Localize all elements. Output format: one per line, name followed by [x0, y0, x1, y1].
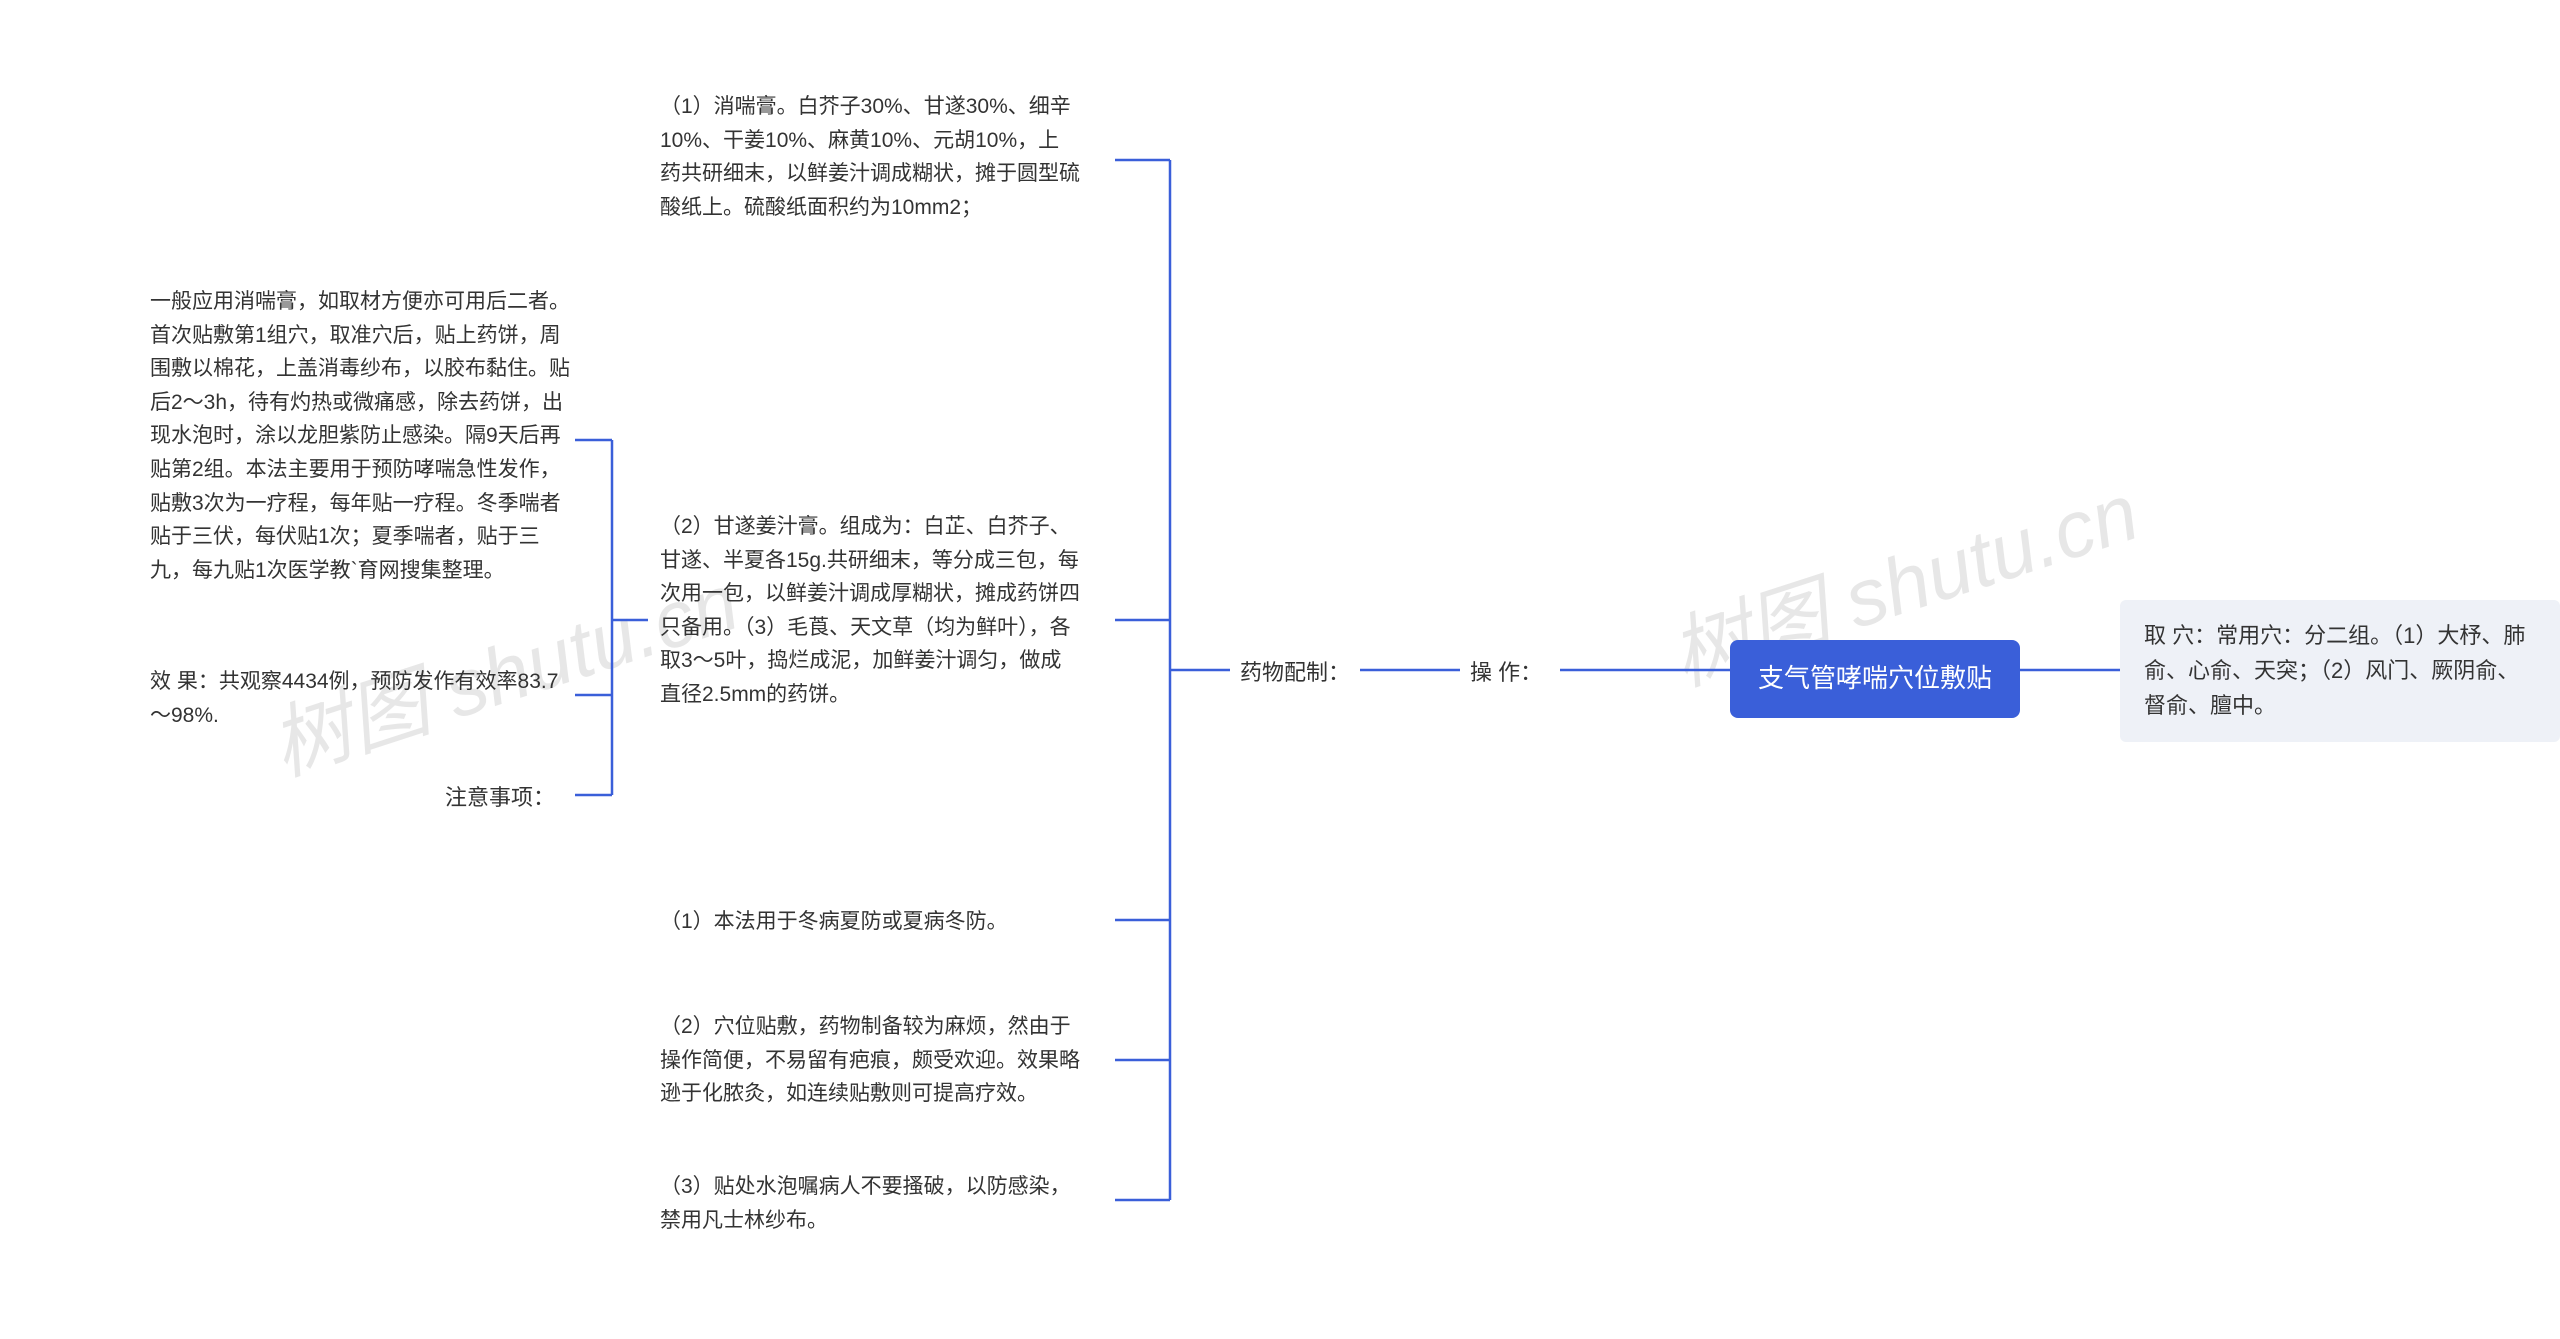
- prep-child-2[interactable]: （2）甘遂姜汁膏。组成为：白芷、白芥子、甘遂、半夏各15g.共研细末，等分成三包…: [660, 510, 1080, 712]
- prep-child-4-text: （2）穴位贴敷，药物制备较为麻烦，然由于操作简便，不易留有疤痕，颇受欢迎。效果略…: [660, 1015, 1080, 1105]
- center-node[interactable]: 支气管哮喘穴位敷贴: [1730, 640, 2020, 718]
- prep-child-4[interactable]: （2）穴位贴敷，药物制备较为麻烦，然由于操作简便，不易留有疤痕，颇受欢迎。效果略…: [660, 1010, 1080, 1111]
- result-text: 效 果：共观察4434例，预防发作有效率83.7～98%.: [150, 670, 558, 727]
- prep-label: 药物配制：: [1240, 660, 1350, 685]
- notes-node[interactable]: 注意事项：: [445, 780, 555, 815]
- prep-child-3-text: （1）本法用于冬病夏防或夏病冬防。: [660, 910, 1008, 933]
- result-block[interactable]: 效 果：共观察4434例，预防发作有效率83.7～98%.: [150, 665, 570, 732]
- prep-child-2-text: （2）甘遂姜汁膏。组成为：白芷、白芥子、甘遂、半夏各15g.共研细末，等分成三包…: [660, 515, 1080, 706]
- op-node[interactable]: 操 作：: [1470, 655, 1542, 690]
- prep-child-3[interactable]: （1）本法用于冬病夏防或夏病冬防。: [660, 905, 1080, 939]
- center-label: 支气管哮喘穴位敷贴: [1758, 663, 1992, 693]
- right-leaf-acupoints[interactable]: 取 穴：常用穴：分二组。（1）大杼、肺俞、心俞、天突；（2）风门、厥阴俞、督俞、…: [2120, 600, 2560, 742]
- prep-child-5-text: （3）贴处水泡嘱病人不要搔破，以防感染，禁用凡士林纱布。: [660, 1175, 1071, 1232]
- op-label: 操 作：: [1470, 660, 1542, 685]
- usage-block[interactable]: 一般应用消喘膏，如取材方便亦可用后二者。首次贴敷第1组穴，取准穴后，贴上药饼，周…: [150, 285, 570, 587]
- prep-child-5[interactable]: （3）贴处水泡嘱病人不要搔破，以防感染，禁用凡士林纱布。: [660, 1170, 1080, 1237]
- prep-child-1-text: （1）消喘膏。白芥子30%、甘遂30%、细辛10%、干姜10%、麻黄10%、元胡…: [660, 95, 1080, 219]
- prep-node[interactable]: 药物配制：: [1240, 655, 1350, 690]
- notes-label: 注意事项：: [445, 785, 555, 810]
- right-leaf-text: 取 穴：常用穴：分二组。（1）大杼、肺俞、心俞、天突；（2）风门、厥阴俞、督俞、…: [2144, 623, 2525, 718]
- prep-child-1[interactable]: （1）消喘膏。白芥子30%、甘遂30%、细辛10%、干姜10%、麻黄10%、元胡…: [660, 90, 1080, 224]
- usage-text: 一般应用消喘膏，如取材方便亦可用后二者。首次贴敷第1组穴，取准穴后，贴上药饼，周…: [150, 290, 570, 582]
